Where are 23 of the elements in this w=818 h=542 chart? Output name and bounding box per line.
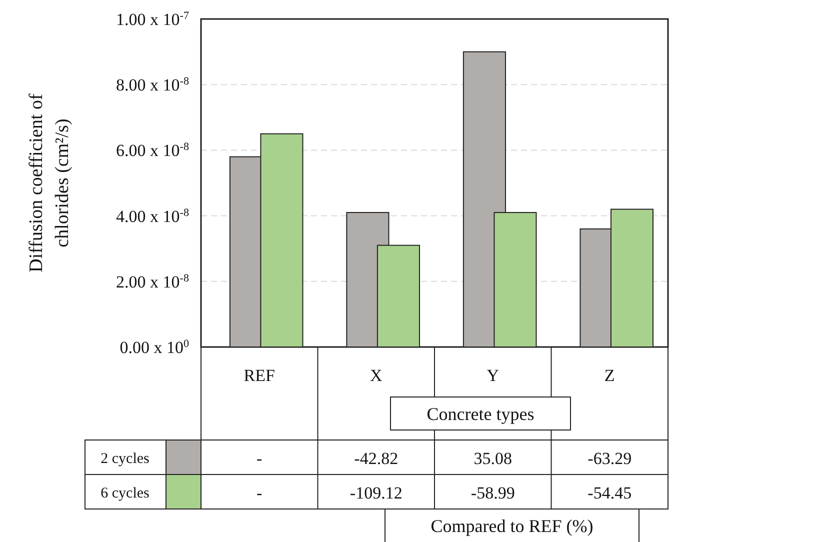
y-tick-label: 1.00 x 10$^{-7}$ <box>116 10 190 29</box>
x-tick-label: Y <box>486 366 500 385</box>
x-tick-label: REF <box>244 366 275 385</box>
legend-label: 2 cycles <box>100 451 150 467</box>
x-tick-label: Z <box>604 366 615 385</box>
text: Compared to REF (%) <box>430 516 594 536</box>
x-tick-label: X <box>370 366 382 385</box>
y-tick-label: 4.00 x 10$^{-8}$ <box>116 206 190 226</box>
text: - <box>256 484 263 502</box>
legend-label: 6 cycles <box>100 486 150 502</box>
x-axis-title: Concrete types <box>426 404 534 424</box>
y-tick-label: 6.00 x 10$^{-8}$ <box>116 141 190 160</box>
text: 35.08 <box>474 449 512 468</box>
text: -63.29 <box>588 449 632 468</box>
y-axis-title: Diffusion coefficient of chlorides (cm²/s) <box>26 92 73 272</box>
y-tick-label: 0.00 x 10$^{0}$ <box>120 338 190 357</box>
y-tick-label: 2.00 x 10$^{-8}$ <box>116 272 190 292</box>
text: - <box>256 449 263 468</box>
text: -54.45 <box>588 484 632 502</box>
text: -58.99 <box>470 484 515 502</box>
text: -42.82 <box>354 449 398 468</box>
y-tick-label: 8.00 x 10$^{-8}$ <box>116 76 190 95</box>
text: -109.12 <box>350 484 402 502</box>
